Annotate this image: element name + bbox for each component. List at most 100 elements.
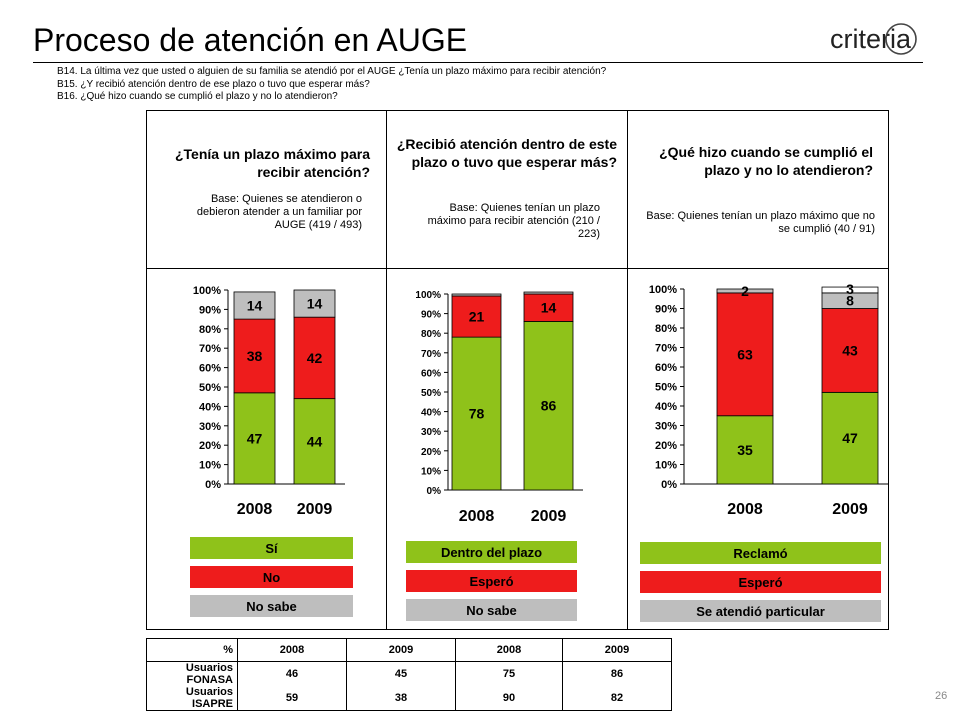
- table-row-label: Usuarios ISAPRE: [146, 686, 238, 711]
- legend-espero: Esperó: [406, 570, 577, 592]
- table-header-cell: 2008: [237, 638, 347, 662]
- y-tick-label: 80%: [655, 323, 677, 335]
- bar-segment: [451, 293, 502, 297]
- y-tick-label: 70%: [199, 343, 221, 355]
- bar-segment: [233, 291, 276, 320]
- header-divider: [146, 268, 889, 269]
- bar-value-label: 47: [842, 430, 858, 446]
- bar-value-label: 14: [247, 298, 263, 314]
- panel-2-base: Base: Quienes tenían un plazo máximo par…: [427, 202, 600, 240]
- table-cell: 45: [346, 661, 456, 686]
- y-tick-label: 0%: [661, 479, 677, 491]
- y-tick-label: 70%: [655, 343, 677, 355]
- legend-dentro-del-plazo: Dentro del plazo: [406, 541, 577, 563]
- bar-segment: [716, 288, 774, 294]
- y-tick-label: 20%: [655, 440, 677, 452]
- y-tick-label: 50%: [421, 388, 441, 399]
- bar-segment: [233, 318, 276, 394]
- bar-value-label: 47: [247, 430, 263, 446]
- bar-segment: [523, 291, 574, 295]
- table-row: Usuarios FONASA 46 45 75 86: [146, 661, 672, 686]
- bar-segment: [293, 316, 336, 400]
- bar-value-label: 38: [247, 348, 263, 364]
- table-cell: 82: [562, 686, 672, 711]
- y-tick-label: 100%: [415, 290, 441, 301]
- table-cell: 38: [346, 686, 456, 711]
- panel-divider-1: [386, 110, 387, 630]
- table-row: Usuarios ISAPRE 59 38 90 82: [146, 686, 672, 711]
- criteria-logo: criteria: [830, 23, 917, 55]
- legend-reclamo: Reclamó: [640, 542, 881, 564]
- bar-segment: [821, 286, 879, 294]
- panel-1-base: Base: Quienes se atendieron o debieron a…: [196, 193, 362, 231]
- legend-se-atendio-particular: Se atendió particular: [640, 600, 881, 622]
- bar-segment: [233, 392, 276, 485]
- bar-segment: [293, 398, 336, 485]
- y-tick-label: 60%: [199, 363, 221, 375]
- bar-value-label: 21: [469, 309, 485, 325]
- table-cell: 75: [455, 661, 563, 686]
- title-divider: [33, 62, 923, 63]
- panel-3-base: Base: Quienes tenían un plazo máximo que…: [646, 210, 875, 235]
- panel-2-question: ¿Recibió atención dentro de este plazo o…: [396, 136, 617, 170]
- y-tick-label: 20%: [199, 440, 221, 452]
- y-tick-label: 60%: [655, 362, 677, 374]
- bar-segment: [716, 415, 774, 485]
- bar-value-label: 35: [737, 442, 753, 458]
- bar-segment: [293, 289, 336, 318]
- panel-3-question: ¿Qué hizo cuando se cumplió el plazo y n…: [659, 144, 873, 178]
- y-tick-label: 90%: [655, 304, 677, 316]
- category-label: 2008: [459, 508, 495, 525]
- bar-value-label: 86: [541, 398, 557, 414]
- bar-segment: [716, 292, 774, 417]
- y-tick-label: 30%: [421, 427, 441, 438]
- chart-que-hizo: 0% 10% 20% 30% 40% 50% 60% 70% 80% 90% 100% 35 63 2 20…: [649, 281, 888, 518]
- category-label: 2008: [237, 501, 273, 518]
- bar-segment: [523, 293, 574, 322]
- logo-text: criteria: [830, 24, 912, 54]
- y-tick-label: 40%: [199, 401, 221, 413]
- bar-segment: [821, 391, 879, 485]
- legend-si: Sí: [190, 537, 353, 559]
- y-tick-label: 80%: [421, 329, 441, 340]
- y-tick-label: 40%: [655, 401, 677, 413]
- legend-no-sabe-2: No sabe: [406, 599, 577, 621]
- usuarios-table: % 2008 2009 2008 2009 Usuarios FONASA 46…: [146, 638, 672, 711]
- y-tick-label: 10%: [655, 460, 677, 472]
- bar-value-label: 8: [846, 293, 854, 309]
- chart-dentro-del-plazo: 0% 10% 20% 30% 40% 50% 60% 70% 80% 90% 100% 78 21 200…: [415, 290, 583, 525]
- bar-value-label: 43: [842, 342, 858, 358]
- panel-1-question: ¿Tenía un plazo máximo para recibir aten…: [174, 146, 370, 180]
- question-b16: B16. ¿Qué hizo cuando se cumplió el plaz…: [57, 91, 338, 102]
- y-tick-label: 30%: [655, 421, 677, 433]
- y-tick-label: 10%: [421, 466, 441, 477]
- question-b15: B15. ¿Y recibió atención dentro de ese p…: [57, 78, 370, 90]
- y-tick-label: 70%: [421, 349, 441, 360]
- y-tick-label: 90%: [199, 304, 221, 316]
- bar-value-label: 44: [307, 433, 323, 449]
- page-number: 26: [935, 690, 948, 702]
- legend-no: No: [190, 566, 353, 588]
- y-tick-label: 0%: [205, 479, 221, 491]
- y-tick-label: 0%: [427, 486, 442, 497]
- table-row-label: Usuarios FONASA: [146, 661, 238, 686]
- table-header-cell: 2009: [346, 638, 456, 662]
- bar-value-label: 78: [469, 406, 485, 422]
- y-tick-label: 100%: [649, 284, 677, 296]
- y-tick-label: 10%: [199, 460, 221, 472]
- table-cell: 46: [237, 661, 347, 686]
- question-list: B14. La última vez que usted o alguien d…: [57, 66, 606, 104]
- legend-espero-3: Esperó: [640, 571, 881, 593]
- legend-no-sabe: No sabe: [190, 595, 353, 617]
- bar-value-label: 14: [541, 300, 557, 316]
- bar-segment: [523, 321, 574, 491]
- panel-divider-2: [627, 110, 628, 630]
- table-header-row: % 2008 2009 2008 2009: [146, 638, 672, 662]
- category-label: 2009: [297, 501, 333, 518]
- table-cell: 59: [237, 686, 347, 711]
- y-tick-label: 40%: [421, 408, 441, 419]
- table-cell: 90: [455, 686, 563, 711]
- y-tick-label: 50%: [655, 382, 677, 394]
- bar-value-label: 42: [307, 350, 323, 366]
- chart-plazo-maximo: 0% 10% 20% 30% 40% 50% 60% 70% 80% 90% 100% 47 38 14 2…: [193, 285, 345, 518]
